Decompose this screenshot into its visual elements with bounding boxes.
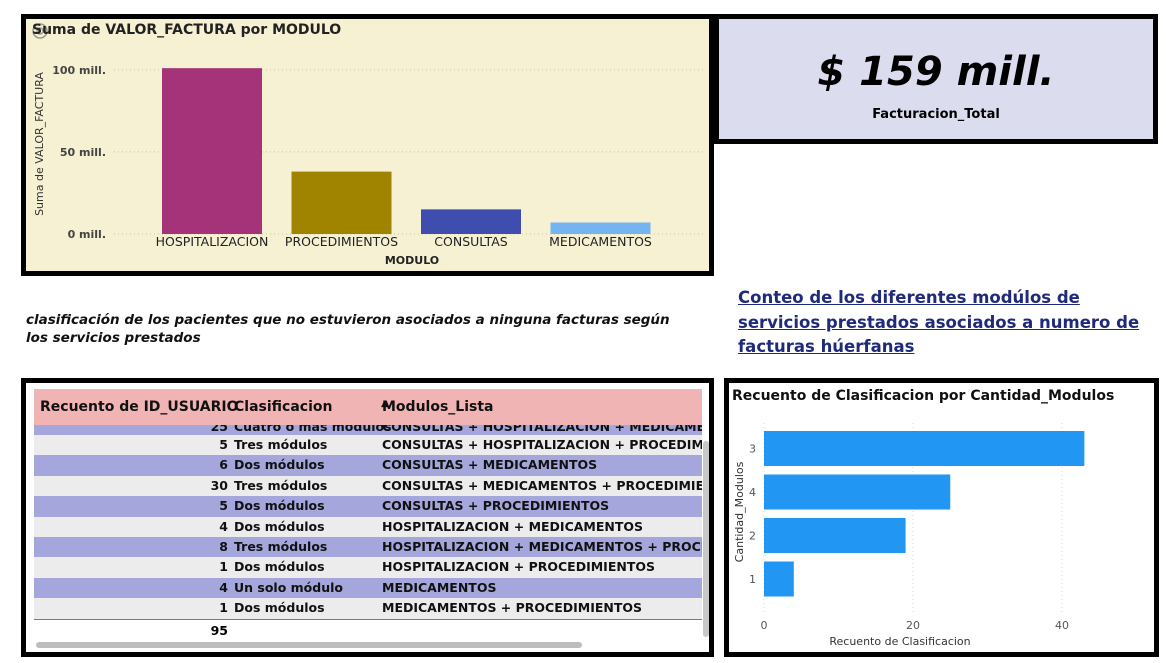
cell-clasificacion: Dos módulos: [234, 457, 325, 473]
cell-count: 5: [219, 437, 228, 452]
horizontal-scrollbar[interactable]: [36, 642, 582, 648]
bar-chart-valor-factura[interactable]: Suma de VALOR_FACTURA por MODULO Suma de…: [21, 14, 714, 276]
kpi-card-facturacion-total[interactable]: $ 159 mill. Facturacion_Total: [714, 14, 1158, 144]
cell-clasificacion: Dos módulos: [234, 498, 325, 514]
table-row[interactable]: 30 Tres módulos CONSULTAS + MEDICAMENTOS…: [34, 475, 702, 497]
cell-count: 1: [219, 559, 228, 575]
sort-ascending-icon[interactable]: ▲: [381, 399, 388, 409]
header-recuento[interactable]: Recuento de ID_USUARIO: [40, 399, 239, 415]
x-tick-label: 0: [761, 619, 768, 632]
table-row[interactable]: 4 Dos módulos HOSPITALIZACION + MEDICAME…: [34, 516, 702, 537]
cell-count: 5: [219, 498, 228, 514]
kpi-value: $ 159 mill.: [817, 49, 1055, 95]
cell-modulos: HOSPITALIZACION + MEDICAMENTOS + PROCEDI…: [382, 538, 702, 554]
table-row[interactable]: 1 Dos módulos HOSPITALIZACION + PROCEDIM…: [34, 557, 702, 578]
table-total-row: 95: [34, 618, 702, 642]
cell-count: 30: [210, 477, 228, 493]
description-text: clasificación de los pacientes que no es…: [26, 312, 670, 346]
table-clasificacion-pacientes[interactable]: Recuento de ID_USUARIO Clasificacion Mod…: [21, 378, 714, 657]
cell-clasificacion: Dos módulos: [234, 559, 325, 575]
table-row[interactable]: 4 Un solo módulo MEDICAMENTOS: [34, 577, 702, 599]
cell-clasificacion: Dos módulos: [234, 600, 325, 616]
bar[interactable]: [421, 209, 521, 234]
x-axis-label: MODULO: [385, 254, 439, 267]
header-clasificacion[interactable]: Clasificacion: [234, 399, 333, 415]
table-row[interactable]: 25 Cuatro o más módulos CONSULTAS + HOSP…: [34, 425, 702, 435]
bar-chart-svg: Suma de VALOR_FACTURA por MODULO Suma de…: [32, 22, 706, 267]
x-axis-label: Recuento de Clasificacion: [829, 635, 970, 648]
y-tick-label: 100 mill.: [52, 64, 106, 77]
hbar-chart-svg: Recuento de Clasificacion por Cantidad_M…: [732, 388, 1114, 648]
cell-modulos: MEDICAMENTOS: [382, 579, 497, 595]
bar[interactable]: [764, 561, 794, 597]
y-tick-label: 0 mill.: [68, 228, 106, 241]
bar[interactable]: [764, 518, 906, 553]
vertical-scrollbar[interactable]: [703, 441, 709, 637]
cell-count: 8: [219, 538, 228, 554]
y-axis-label: Suma de VALOR_FACTURA: [33, 72, 46, 216]
x-tick-label: 20: [906, 619, 920, 632]
cell-count: 4: [219, 579, 228, 595]
table-header: Recuento de ID_USUARIO Clasificacion Mod…: [34, 389, 702, 425]
cell-modulos: CONSULTAS + HOSPITALIZACION + PROCEDIMIE…: [382, 437, 702, 452]
cell-count: 25: [210, 425, 228, 434]
bar[interactable]: [764, 431, 1085, 466]
x-tick-label: CONSULTAS: [434, 234, 507, 249]
cell-count: 6: [219, 457, 228, 473]
y-tick-label: 50 mill.: [60, 146, 106, 159]
cell-modulos: HOSPITALIZACION + PROCEDIMIENTOS: [382, 559, 655, 575]
cell-clasificacion: Tres módulos: [234, 437, 328, 452]
table-row[interactable]: 5 Dos módulos CONSULTAS + PROCEDIMIENTOS: [34, 496, 702, 517]
cell-modulos: CONSULTAS + MEDICAMENTOS: [382, 457, 598, 473]
cell-clasificacion: Tres módulos: [234, 477, 328, 493]
conteo-link[interactable]: Conteo de los diferentes modúlos de serv…: [738, 288, 1140, 356]
cell-modulos: CONSULTAS + PROCEDIMIENTOS: [382, 498, 610, 514]
total-count: 95: [210, 622, 228, 638]
x-tick-label: 40: [1055, 619, 1069, 632]
bar[interactable]: [162, 68, 262, 234]
table-row[interactable]: 5 Tres módulos CONSULTAS + HOSPITALIZACI…: [34, 435, 702, 456]
kpi-label: Facturacion_Total: [872, 107, 1000, 122]
cell-modulos: HOSPITALIZACION + MEDICAMENTOS: [382, 518, 644, 534]
cell-clasificacion: Tres módulos: [234, 538, 328, 554]
table-row[interactable]: 6 Dos módulos CONSULTAS + MEDICAMENTOS: [34, 455, 702, 476]
cell-modulos: CONSULTAS + MEDICAMENTOS + PROCEDIMIENTO…: [382, 477, 702, 493]
cell-clasificacion: Un solo módulo: [234, 579, 343, 595]
x-tick-label: PROCEDIMIENTOS: [285, 234, 398, 249]
y-tick-label: 4: [749, 486, 756, 499]
chart-title: Suma de VALOR_FACTURA por MODULO: [32, 22, 341, 38]
focus-mode-icon[interactable]: [32, 23, 48, 39]
cell-clasificacion: Dos módulos: [234, 518, 325, 534]
y-tick-label: 2: [749, 530, 756, 543]
bar[interactable]: [764, 474, 951, 510]
hbar-chart-clasificacion[interactable]: Recuento de Clasificacion por Cantidad_M…: [724, 378, 1159, 657]
bar[interactable]: [550, 222, 651, 234]
cell-count: 4: [219, 518, 228, 534]
header-modulos-lista[interactable]: Modulos_Lista: [382, 399, 494, 415]
y-tick-label: 3: [749, 443, 756, 456]
cell-modulos: MEDICAMENTOS + PROCEDIMIENTOS: [382, 600, 643, 616]
y-axis-label: Cantidad_Modulos: [733, 461, 746, 562]
cell-count: 1: [219, 600, 228, 616]
x-tick-label: MEDICAMENTOS: [549, 234, 652, 249]
table-row[interactable]: 1 Dos módulos MEDICAMENTOS + PROCEDIMIEN…: [34, 598, 702, 619]
bar[interactable]: [291, 171, 392, 234]
y-tick-label: 1: [749, 573, 756, 586]
cell-clasificacion: Cuatro o más módulos: [234, 425, 392, 434]
table-row[interactable]: 8 Tres módulos HOSPITALIZACION + MEDICAM…: [34, 536, 702, 558]
x-tick-label: HOSPITALIZACION: [156, 234, 269, 249]
cell-modulos: CONSULTAS + HOSPITALIZACION + MEDICAMENT…: [382, 425, 702, 434]
chart-title: Recuento de Clasificacion por Cantidad_M…: [732, 388, 1114, 404]
